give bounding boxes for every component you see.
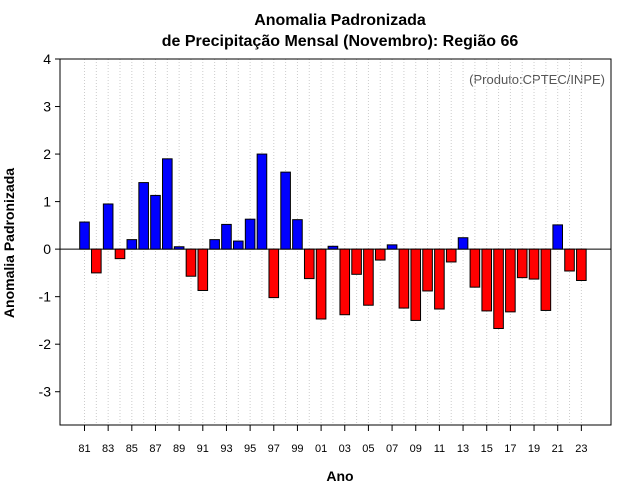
x-tick-label: 03 [339, 443, 351, 455]
bar-82 [91, 248, 102, 274]
y-axis-title: Anomalia Padronizada [1, 168, 17, 318]
bar-93 [221, 223, 232, 250]
bar-11 [434, 248, 445, 310]
y-tick-label: 0 [43, 241, 51, 257]
bar-13 [457, 237, 469, 250]
bar-01 [315, 248, 327, 320]
x-tick-label: 97 [268, 443, 280, 455]
bar-86 [138, 182, 149, 250]
bar-22 [564, 248, 575, 272]
x-tick-label: 81 [78, 443, 90, 455]
bar-03 [339, 248, 351, 316]
x-tick-label: 15 [481, 443, 493, 455]
bar-05 [363, 248, 374, 306]
x-tick-label: 83 [102, 443, 114, 455]
x-tick-label: 23 [575, 443, 587, 455]
bar-97 [268, 248, 280, 299]
bar-07 [386, 244, 398, 250]
bar-17 [505, 248, 516, 313]
bar-06 [374, 248, 386, 261]
y-tick-label: -1 [39, 289, 52, 305]
x-axis-title: Ano [326, 468, 353, 484]
bar-04 [351, 248, 362, 275]
bar-81 [79, 221, 90, 250]
y-tick-label: 1 [43, 194, 51, 210]
x-tick-label: 95 [244, 443, 256, 455]
x-tick-label: 91 [197, 443, 209, 455]
bar-21 [552, 224, 564, 250]
bar-19 [528, 248, 540, 280]
bar-10 [422, 248, 433, 292]
bar-14 [469, 248, 481, 288]
x-tick-label: 89 [173, 443, 185, 455]
bar-89 [173, 246, 185, 250]
bar-02 [327, 245, 339, 250]
bar-08 [398, 248, 410, 309]
bar-85 [126, 239, 138, 250]
bar-12 [445, 248, 457, 263]
y-tick-label: -2 [39, 336, 52, 352]
bars [79, 153, 587, 330]
x-tick-label: 01 [315, 443, 327, 455]
x-tick-label: 13 [457, 443, 469, 455]
plot-frame [59, 58, 612, 426]
x-tick-label: 05 [362, 443, 374, 455]
bar-95 [244, 218, 256, 250]
bar-09 [410, 248, 422, 321]
x-tick-label: 17 [504, 443, 516, 455]
x-tick-label: 85 [126, 443, 138, 455]
bar-96 [256, 153, 268, 250]
bar-20 [540, 248, 552, 311]
y-tick-label: 3 [43, 99, 51, 115]
y-tick-label: 2 [43, 146, 51, 162]
bar-83 [102, 203, 114, 250]
bar-92 [209, 239, 220, 250]
bar-00 [303, 248, 315, 280]
bar-99 [292, 219, 303, 250]
bar-88 [162, 158, 173, 250]
x-tick-label: 19 [528, 443, 540, 455]
x-tick-label: 07 [386, 443, 398, 455]
y-axis: -3 -2 -1 0 1 2 3 4 [39, 51, 60, 400]
bar-94 [232, 240, 244, 250]
x-tick-label: 93 [220, 443, 232, 455]
x-tick-label: 09 [410, 443, 422, 455]
bar-84 [114, 248, 126, 260]
bar-16 [493, 248, 504, 330]
x-tick-label: 21 [552, 443, 564, 455]
y-tick-label: 4 [43, 51, 51, 67]
x-tick-label: 11 [434, 443, 445, 455]
credit-label: (Produto:CPTEC/INPE) [469, 72, 605, 87]
bar-87 [150, 194, 161, 250]
x-tick-label: 99 [291, 443, 303, 455]
bar-23 [576, 248, 587, 282]
bar-18 [516, 248, 528, 279]
bar-91 [197, 248, 209, 291]
y-tick-label: -3 [39, 384, 52, 400]
bar-98 [280, 171, 291, 250]
x-axis: 81 83 85 87 89 91 93 95 97 99 01 03 05 07 09 11 13 15 17 19… [78, 425, 587, 455]
x-tick-label: 87 [149, 443, 161, 455]
bar-15 [481, 248, 493, 312]
chart-title: Anomalia Padronizada [254, 12, 426, 29]
bar-90 [185, 248, 197, 277]
chart-subtitle: de Precipitação Mensal (Novembro): Regiã… [162, 33, 519, 50]
